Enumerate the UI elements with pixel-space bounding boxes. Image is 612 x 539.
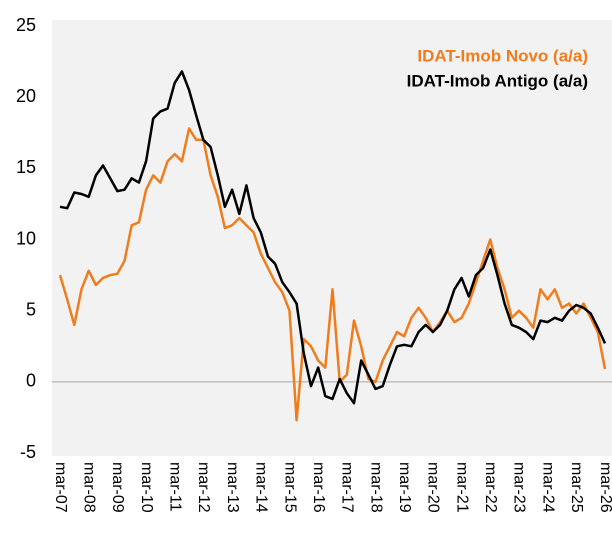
plot-area [52, 20, 612, 456]
x-tick-label: mar-25 [568, 462, 585, 513]
y-tick-label: 20 [16, 86, 36, 106]
legend-entry: IDAT-Imob Novo (a/a) [417, 46, 588, 65]
y-tick-label: 5 [26, 299, 36, 319]
x-tick-label: mar-14 [253, 462, 270, 513]
x-tick-label: mar-09 [109, 462, 126, 513]
x-tick-label: mar-16 [310, 462, 327, 513]
x-tick-label: mar-12 [195, 462, 212, 513]
x-tick-label: mar-20 [425, 462, 442, 513]
x-tick-label: mar-19 [396, 462, 413, 513]
x-tick-label: mar-13 [224, 462, 241, 513]
x-tick-label: mar-22 [482, 462, 499, 513]
x-tick-label: mar-23 [511, 462, 528, 513]
x-tick-label: mar-18 [367, 462, 384, 513]
series-line [59, 70, 607, 405]
x-tick-label: mar-15 [281, 462, 298, 513]
y-tick-label: -5 [20, 442, 36, 462]
x-tick-label: mar-07 [52, 462, 69, 513]
x-tick-label: mar-11 [167, 462, 184, 512]
x-tick-label: mar-24 [539, 462, 556, 513]
x-tick-label: mar-10 [138, 462, 155, 513]
x-tick-label: mar-21 [453, 462, 470, 513]
x-tick-label: mar-08 [80, 462, 97, 513]
y-tick-label: 15 [16, 157, 36, 177]
y-tick-label: 10 [16, 228, 36, 248]
y-tick-label: 25 [16, 15, 36, 35]
y-tick-label: 0 [26, 371, 36, 391]
series-line [58, 127, 607, 422]
x-tick-label: mar-26 [597, 462, 612, 513]
legend-entry: IDAT-Imob Antigo (a/a) [407, 71, 588, 90]
x-tick-label: mar-17 [339, 462, 356, 513]
